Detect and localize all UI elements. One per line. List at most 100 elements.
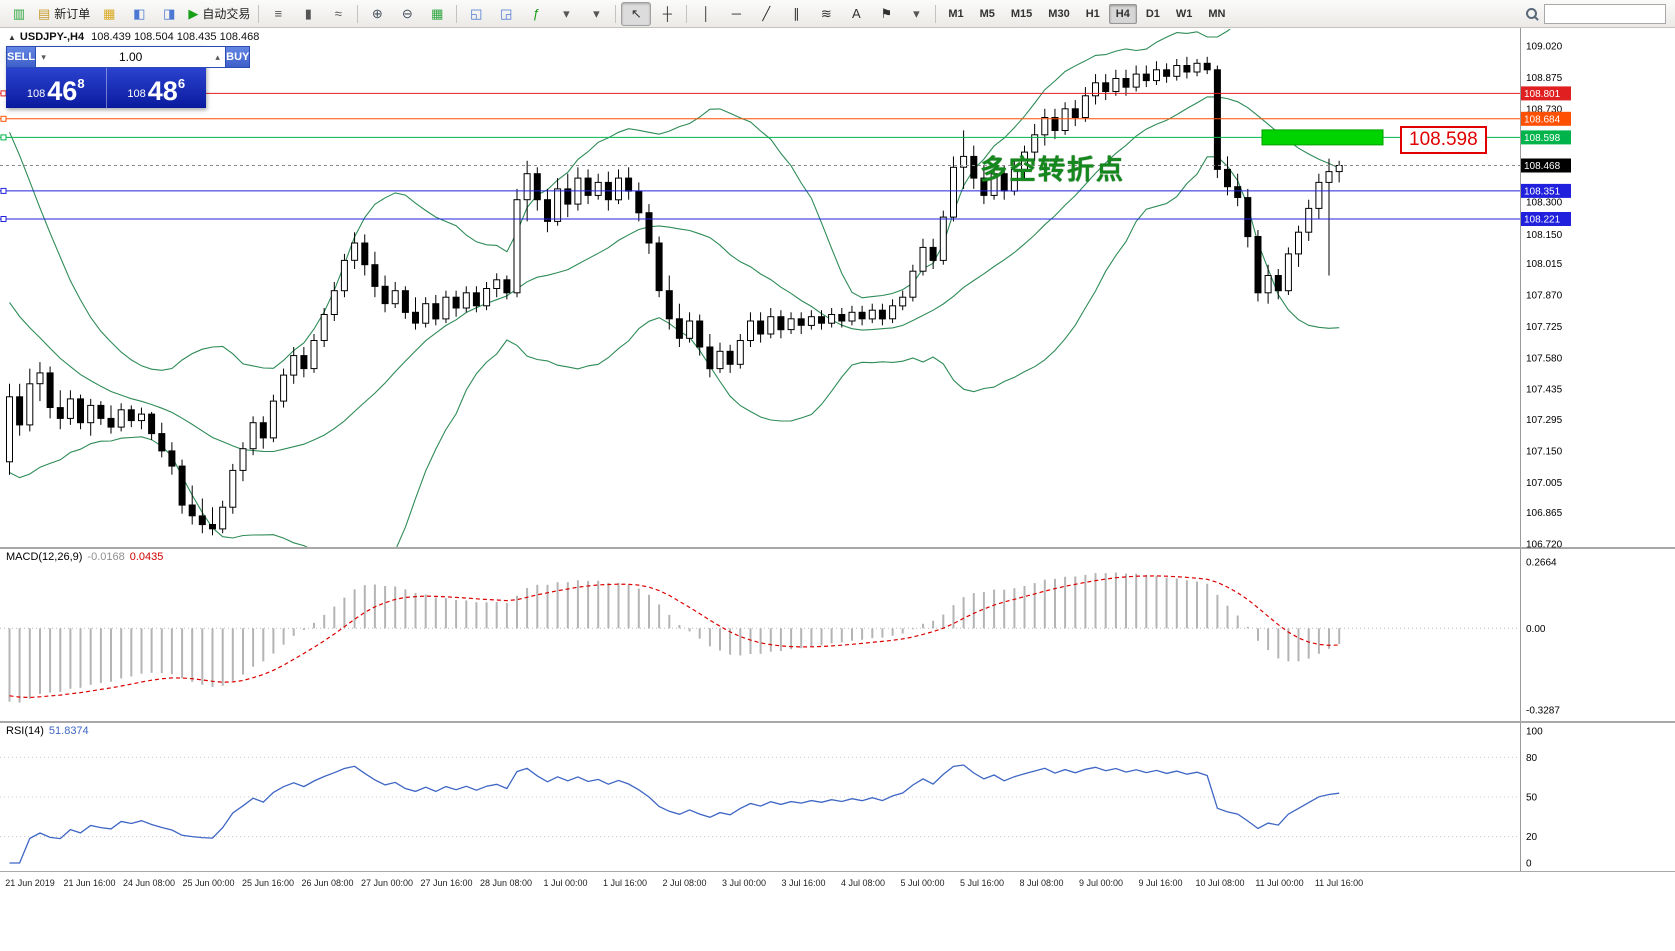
volume-input[interactable] <box>51 49 211 65</box>
rsi-axis-tick: 80 <box>1526 753 1538 764</box>
terminal-icon[interactable]: ◨ <box>155 3 183 25</box>
axis-badge-108.351-text: 108.351 <box>1524 186 1561 197</box>
vertical-line-icon[interactable]: │ <box>692 3 720 25</box>
buy-button[interactable]: BUY <box>225 46 251 68</box>
rsi-panel-splitter[interactable] <box>0 721 1675 723</box>
axis-badge-108.351[interactable]: 108.351 <box>1521 183 1571 198</box>
candle-body <box>1092 82 1099 97</box>
trendline-icon[interactable]: ╱ <box>752 3 780 25</box>
candle-body <box>878 309 886 320</box>
candle-body <box>686 320 694 339</box>
arrange-charts-icon[interactable]: ◱ <box>462 3 490 25</box>
timeframe-h1[interactable]: H1 <box>1085 7 1100 20</box>
candle-body <box>696 320 704 348</box>
time-axis-label: 11 Jul 16:00 <box>1315 878 1363 888</box>
timeframe-d1[interactable]: D1 <box>1145 7 1160 20</box>
autotrade-button[interactable]: ▶ 自动交易 <box>185 3 253 25</box>
zoom-out-icon[interactable]: ⊖ <box>393 3 421 25</box>
bar-chart-icon[interactable]: ≡ <box>264 3 292 25</box>
highlight-rectangle[interactable] <box>1261 129 1384 146</box>
candle-body <box>1102 82 1110 93</box>
line-handle[interactable] <box>0 115 7 122</box>
horizontal-line-icon[interactable]: ─ <box>722 3 750 25</box>
timeframe-m1[interactable]: M1 <box>948 7 964 20</box>
one-click-collapse-icon[interactable]: ▲ <box>8 33 16 42</box>
crosshair-icon[interactable]: ┼ <box>653 3 681 25</box>
horizontal-line-108.684[interactable] <box>0 115 1520 122</box>
price-callout-label[interactable]: 108.598 <box>1400 126 1487 154</box>
candle-body <box>1203 62 1211 71</box>
macd-axis-tick: 0.2664 <box>1526 558 1557 569</box>
tile-windows-icon[interactable]: ▦ <box>423 3 451 25</box>
timeframe-m5[interactable]: M5 <box>979 7 995 20</box>
macd-panel-splitter[interactable] <box>0 547 1675 549</box>
fibonacci-icon[interactable]: ≋ <box>812 3 840 25</box>
sell-button[interactable]: SELL <box>6 46 37 68</box>
chart-shift-icon[interactable]: ◲ <box>492 3 520 25</box>
annotation-text[interactable]: 多空转折点 <box>980 155 1125 185</box>
candle-body <box>1041 117 1049 136</box>
indicators-dropdown-icon[interactable]: ▾ <box>552 3 580 25</box>
time-axis-label: 24 Jun 08:00 <box>123 878 175 888</box>
candle-body <box>178 465 186 506</box>
candle-body <box>1132 73 1140 88</box>
data-window-icon: ◧ <box>133 6 146 21</box>
candle-body <box>330 290 338 316</box>
candle-body <box>523 173 531 201</box>
chart-title: ▲ USDJPY-,H4 108.439 108.504 108.435 108.4… <box>8 31 259 43</box>
timeframe-m15[interactable]: M15 <box>1010 7 1033 20</box>
candlestick-chart-icon[interactable]: ▮ <box>294 3 322 25</box>
buy-price-display[interactable]: 108 48 6 <box>107 68 207 108</box>
horizontal-line-108.351[interactable] <box>0 187 1520 194</box>
horizontal-line-108.801[interactable] <box>0 90 1520 97</box>
timeframe-w1[interactable]: W1 <box>1175 7 1193 20</box>
candle-body <box>858 311 866 320</box>
volume-stepper: ▾ ▴ <box>36 46 226 68</box>
line-handle[interactable] <box>0 134 7 141</box>
candle-body <box>16 396 24 426</box>
candle-body <box>77 398 84 424</box>
timeframe-mn[interactable]: MN <box>1208 7 1226 20</box>
indicators-button[interactable]: ƒ <box>522 3 550 25</box>
zoom-in-icon: ⊕ <box>371 6 383 21</box>
symbol-search-input[interactable] <box>1544 3 1666 24</box>
timeframe-h4[interactable]: H4 <box>1108 3 1137 24</box>
equidistant-channel-icon[interactable]: ∥ <box>782 3 810 25</box>
new-order-button[interactable]: ▤ 新订单 <box>35 3 93 25</box>
zoom-in-icon[interactable]: ⊕ <box>363 3 391 25</box>
candle-body <box>868 309 876 320</box>
line-handle[interactable] <box>0 216 7 222</box>
axis-badge-108.684[interactable]: 108.684 <box>1521 111 1571 126</box>
current-price-badge[interactable]: 108.468 <box>1521 158 1571 173</box>
macd-value-signal: 0.0435 <box>129 551 164 563</box>
timeframe-m30[interactable]: M30 <box>1048 7 1070 20</box>
line-chart-icon[interactable]: ≈ <box>324 3 352 25</box>
volume-decrease-icon[interactable]: ▾ <box>41 51 46 62</box>
horizontal-line-108.221[interactable] <box>0 216 1520 222</box>
text-label-icon[interactable]: A <box>842 3 870 25</box>
candle-body <box>1224 168 1231 188</box>
shapes-dropdown-icon[interactable]: ▾ <box>902 3 930 25</box>
cursor-icon[interactable]: ↖ <box>621 1 652 26</box>
sell-price-display[interactable]: 108 46 8 <box>6 68 107 108</box>
market-watch-icon[interactable]: ▦ <box>95 3 123 25</box>
arrow-flag-icon[interactable]: ⚑ <box>872 3 900 25</box>
periods-dropdown-icon[interactable]: ▾ <box>582 3 610 25</box>
market-watch-icon: ▦ <box>103 6 116 21</box>
candle-body <box>198 515 206 526</box>
time-axis-label: 3 Jul 00:00 <box>722 878 766 888</box>
candle-body <box>787 318 795 331</box>
line-handle[interactable] <box>0 187 7 194</box>
volume-increase-icon[interactable]: ▴ <box>215 51 220 62</box>
candle-body <box>1031 134 1039 153</box>
candle-body <box>848 311 856 322</box>
candle-body <box>361 242 369 266</box>
candle-body <box>117 409 125 428</box>
data-window-icon[interactable]: ◧ <box>125 3 153 25</box>
axis-badge-108.801[interactable]: 108.801 <box>1521 86 1571 101</box>
candle-body <box>929 246 937 261</box>
candle-body <box>757 320 765 335</box>
axis-badge-108.221[interactable]: 108.221 <box>1521 212 1571 226</box>
axis-badge-108.598[interactable]: 108.598 <box>1521 130 1571 145</box>
